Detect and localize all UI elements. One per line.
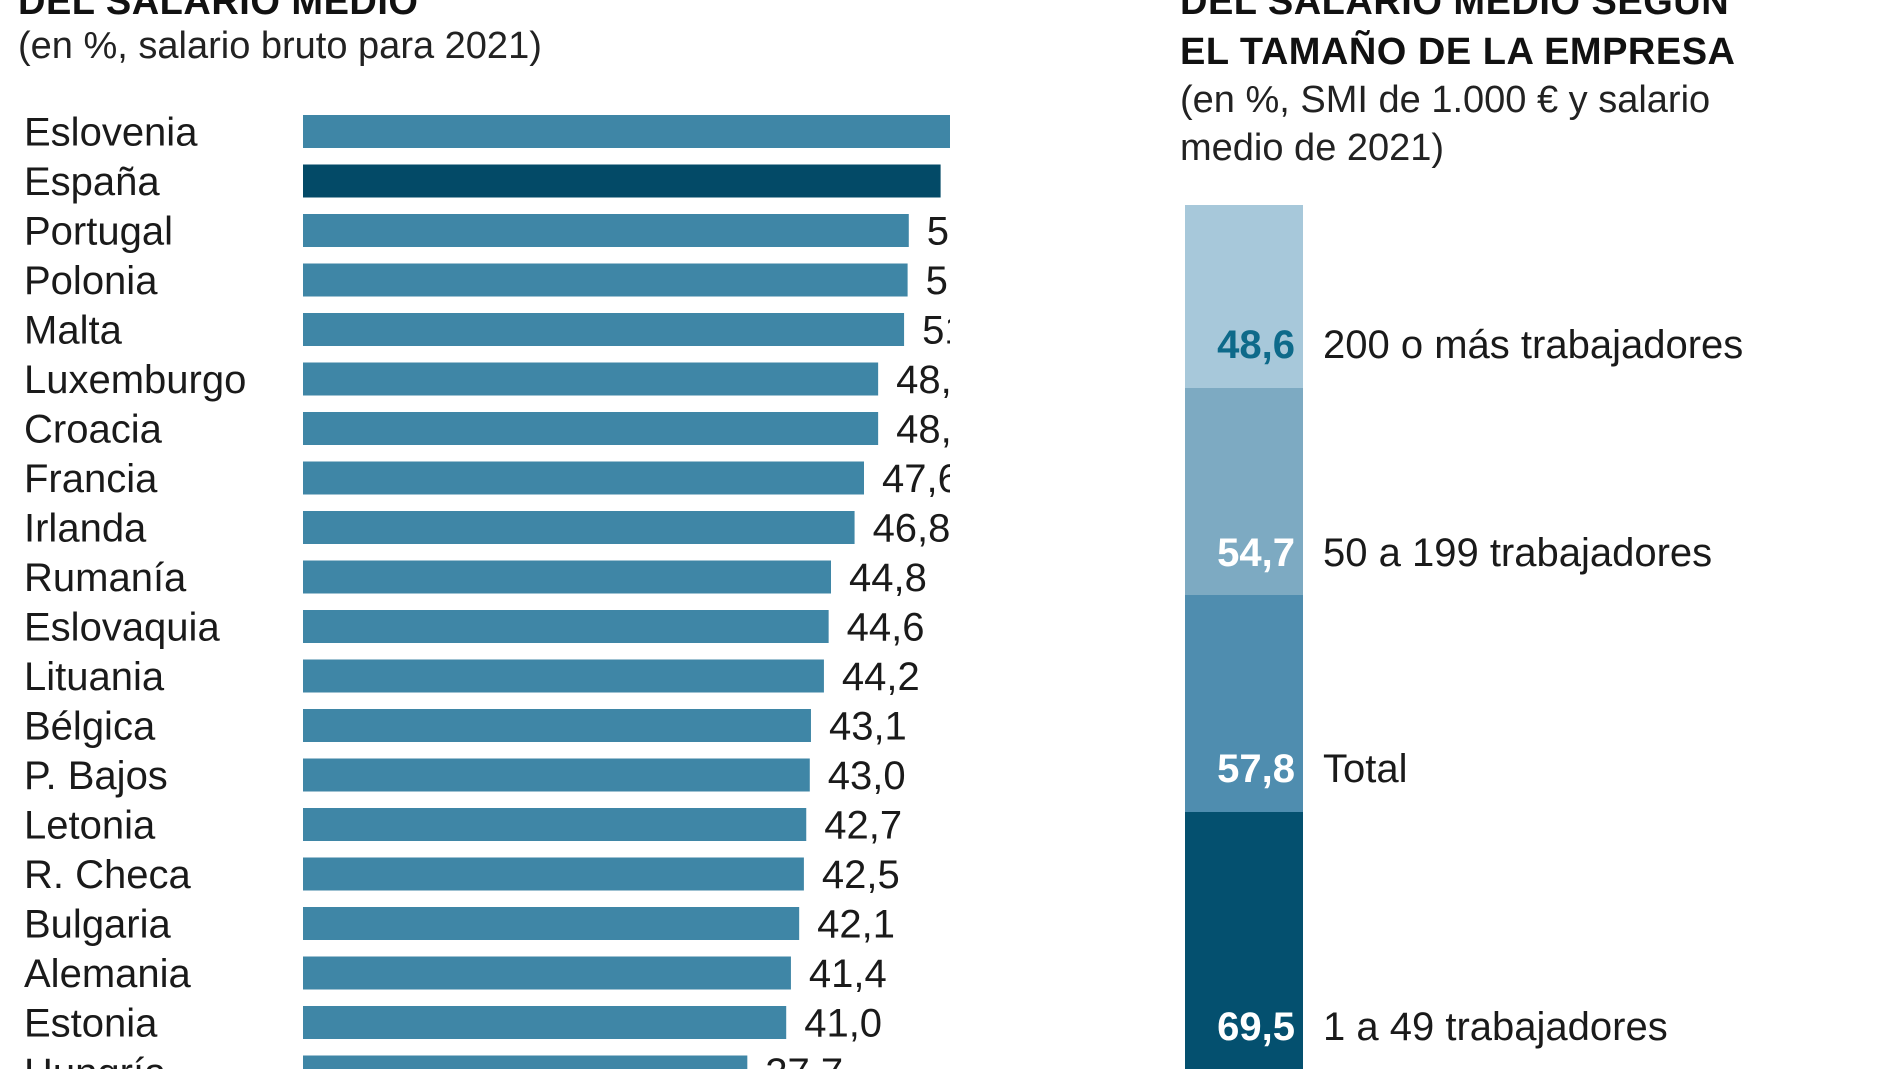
- bar-value-label: 37,7: [765, 1051, 843, 1069]
- bar-value-label: 43,1: [829, 705, 907, 749]
- bar-value-label: 42,5: [822, 853, 900, 897]
- country-label: R. Checa: [24, 853, 191, 897]
- segment-category-label: 50 a 199 trabajadores: [1323, 531, 1712, 575]
- bar: [303, 560, 831, 594]
- bar-value-label: 46,8: [873, 507, 950, 551]
- segment-category-label: 1 a 49 trabajadores: [1323, 1005, 1668, 1049]
- country-label: Irlanda: [24, 507, 147, 551]
- bar-value-label: 44,8: [849, 556, 927, 600]
- right-chart-subtitle-line2: medio de 2021): [1180, 127, 1445, 169]
- bar-value-label: 48,8: [896, 358, 950, 402]
- right-chart-title-line1: DEL SALARIO MEDIO SEGÚN: [1180, 0, 1730, 23]
- right-chart-subtitle-line1: (en %, SMI de 1.000 € y salario: [1180, 79, 1711, 121]
- country-bar-chart: Eslovenia56,0España54,1Portugal51,4Polon…: [24, 111, 950, 1069]
- country-label: Croacia: [24, 408, 163, 452]
- country-label: Alemania: [24, 952, 192, 996]
- country-label: Polonia: [24, 259, 158, 303]
- bar: [303, 709, 811, 742]
- bar-value-label: 48,8: [896, 408, 950, 452]
- country-label: P. Bajos: [24, 754, 168, 798]
- country-label: Francia: [24, 457, 158, 501]
- country-label: Rumanía: [24, 556, 187, 600]
- bar: [303, 115, 950, 148]
- segment-value-label: 69,5: [1217, 1005, 1295, 1049]
- bar-value-label: 47,6: [882, 457, 950, 501]
- bar-value-label: 44,2: [842, 655, 920, 699]
- bar: [303, 907, 800, 940]
- bar: [303, 263, 908, 297]
- bar-value-label: 43,0: [828, 754, 906, 798]
- country-label: Luxemburgo: [24, 358, 246, 402]
- segment-value-label: 57,8: [1217, 747, 1295, 791]
- bar: [303, 758, 810, 792]
- segment-category-label: 200 o más trabajadores: [1323, 323, 1743, 367]
- segment-category-label: Total: [1323, 747, 1408, 791]
- bar: [303, 610, 829, 643]
- country-label: Eslovaquia: [24, 606, 220, 650]
- bar-value-label: 51,0: [922, 309, 950, 353]
- country-label: Malta: [24, 309, 123, 353]
- stack-segment: [1185, 388, 1303, 595]
- bar-value-label: 42,1: [817, 903, 895, 947]
- bar-value-label: 41,0: [804, 1002, 882, 1046]
- bar-value-label: 41,4: [809, 952, 887, 996]
- bar: [303, 808, 807, 841]
- bar: [303, 1006, 787, 1039]
- bar: [303, 1055, 748, 1069]
- country-label: España: [24, 160, 160, 204]
- right-chart-title-line2: EL TAMAÑO DE LA EMPRESA: [1180, 31, 1736, 73]
- bar: [303, 214, 909, 247]
- bar: [303, 659, 824, 693]
- country-label: Lituania: [24, 655, 165, 699]
- bar: [303, 164, 941, 198]
- left-chart-title: DEL SALARIO MEDIO: [18, 0, 419, 23]
- country-label: Eslovenia: [24, 111, 198, 155]
- country-label: Portugal: [24, 210, 173, 254]
- country-label: Bélgica: [24, 705, 156, 749]
- bar-value-label: 51,3: [926, 259, 950, 303]
- bar-value-label: 42,7: [824, 804, 902, 848]
- country-label: Estonia: [24, 1002, 158, 1046]
- bar: [303, 313, 905, 346]
- segment-value-label: 54,7: [1217, 531, 1295, 575]
- bar-value-label: 51,4: [927, 210, 950, 254]
- bar: [303, 857, 804, 891]
- stack-segment: [1185, 595, 1303, 812]
- country-label: Bulgaria: [24, 903, 172, 947]
- bar: [303, 362, 879, 396]
- country-label: Hungría: [24, 1051, 167, 1069]
- bar: [303, 412, 879, 445]
- country-label: Letonia: [24, 804, 156, 848]
- stack-segment: [1185, 205, 1303, 388]
- company-size-stacked-chart: 48,6 200 o más trabajadores 54,7 50 a 199 t…: [1185, 205, 1743, 1069]
- bar-value-label: 44,6: [847, 606, 925, 650]
- bar: [303, 461, 864, 495]
- bar: [303, 956, 791, 990]
- left-chart-subtitle: (en %, salario bruto para 2021): [18, 25, 542, 67]
- stack-segment: [1185, 812, 1303, 1069]
- segment-value-label: 48,6: [1217, 323, 1295, 367]
- bar: [303, 511, 855, 544]
